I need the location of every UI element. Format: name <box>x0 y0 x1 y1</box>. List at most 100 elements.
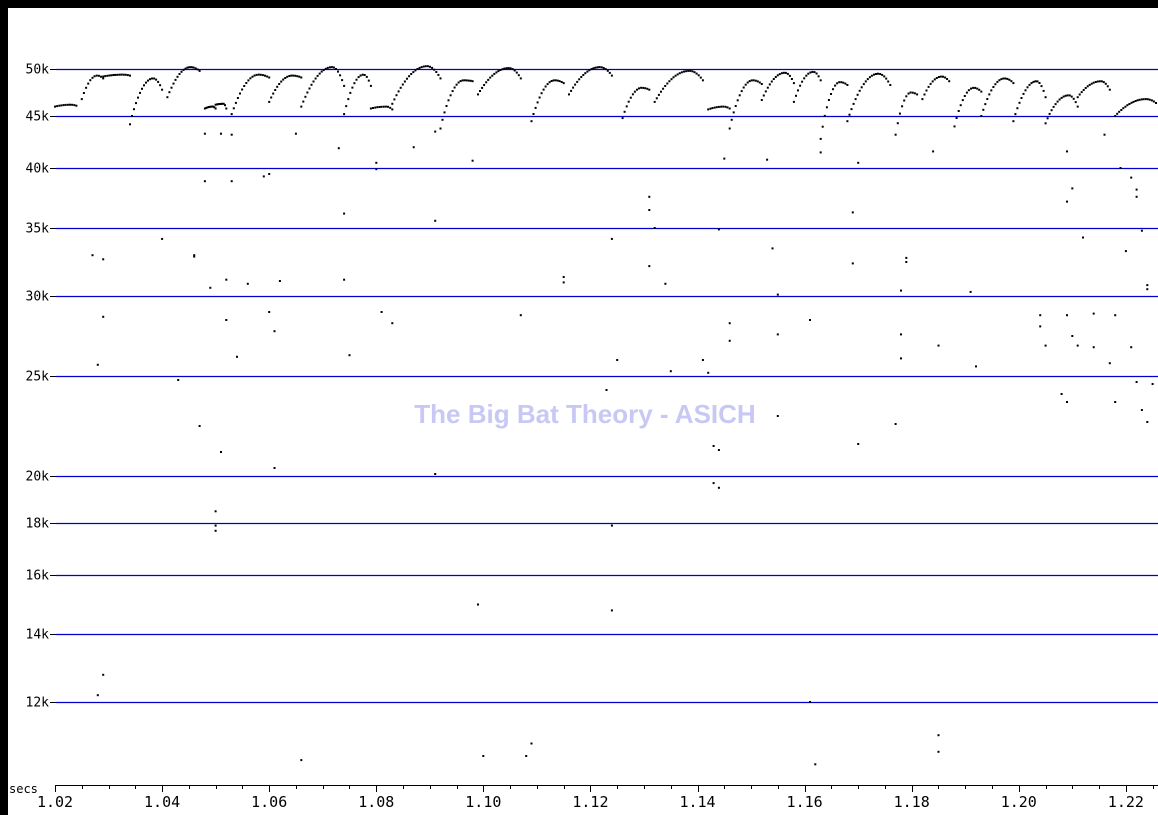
call-point <box>760 99 763 101</box>
call-point <box>699 76 702 79</box>
scatter-point <box>203 132 206 135</box>
call-point <box>1076 96 1079 99</box>
call-point <box>294 74 297 77</box>
call-point <box>247 79 250 82</box>
call-point <box>691 70 694 73</box>
call-point <box>137 96 139 99</box>
call-point <box>678 72 681 75</box>
call-point <box>695 72 698 75</box>
call-point <box>302 100 305 103</box>
call-point <box>168 91 171 94</box>
call-point <box>1052 105 1055 108</box>
scatter-point <box>1135 188 1138 191</box>
scatter-point <box>230 180 233 183</box>
scatter-point <box>648 209 651 211</box>
call-point <box>1098 80 1101 83</box>
scatter-point <box>230 133 233 136</box>
call-point <box>75 104 78 107</box>
call-point <box>1000 78 1003 81</box>
call-point <box>443 111 446 114</box>
call-point <box>239 92 241 95</box>
scatter-point <box>477 603 479 606</box>
scatter-point <box>1039 325 1042 328</box>
scatter-point <box>776 333 779 336</box>
call-point <box>894 133 897 136</box>
scatter-point <box>776 293 779 296</box>
call-point <box>811 70 814 73</box>
y-tick-label: 40k <box>26 162 50 177</box>
call-point <box>881 73 884 76</box>
call-point <box>1032 80 1035 83</box>
y-tick-label: 35k <box>26 222 50 237</box>
call-point <box>1132 100 1135 103</box>
call-point <box>848 113 851 116</box>
scatter-point <box>1071 335 1074 337</box>
call-point <box>868 76 871 79</box>
call-point <box>792 82 795 85</box>
call-point <box>610 74 613 77</box>
call-point <box>817 75 820 78</box>
call-point <box>905 95 908 98</box>
call-point <box>856 93 859 96</box>
call-point <box>1138 98 1141 101</box>
scatter-point <box>91 254 94 257</box>
call-point <box>944 76 947 79</box>
scatter-point <box>610 237 613 240</box>
call-point <box>426 65 429 68</box>
call-point <box>898 112 901 115</box>
call-point <box>972 86 975 89</box>
call-point <box>1136 99 1139 102</box>
scatter-point <box>1103 133 1106 136</box>
call-point <box>534 106 537 109</box>
call-point <box>532 113 535 115</box>
call-point <box>600 66 603 69</box>
call-point <box>590 68 593 71</box>
call-point <box>1006 77 1009 80</box>
call-point <box>266 75 269 78</box>
call-point <box>451 90 454 93</box>
call-point <box>986 98 989 100</box>
call-point <box>461 79 464 82</box>
call-point <box>178 73 181 75</box>
call-point <box>153 77 156 80</box>
call-point <box>901 105 904 108</box>
call-point <box>300 105 303 108</box>
call-point <box>560 81 563 83</box>
call-point <box>660 90 662 93</box>
scatter-point <box>225 278 228 281</box>
call-point <box>588 69 591 72</box>
call-point <box>840 81 843 84</box>
call-point <box>477 93 479 96</box>
scatter-point <box>712 445 715 447</box>
call-point <box>257 73 260 76</box>
call-point <box>1122 107 1125 110</box>
call-point <box>1008 78 1011 81</box>
scatter-point <box>1130 346 1133 349</box>
scatter-point <box>1140 229 1143 232</box>
scatter-point <box>809 319 811 321</box>
y-tick-label: 16k <box>26 569 50 584</box>
call-point <box>176 75 179 78</box>
call-point <box>469 79 472 82</box>
call-point <box>580 76 583 78</box>
call-point <box>80 98 83 101</box>
call-point <box>570 89 573 92</box>
scatter-point <box>610 609 613 612</box>
call-point <box>310 83 313 86</box>
call-point <box>638 87 640 90</box>
call-point <box>118 73 121 76</box>
call-point <box>1024 89 1027 92</box>
call-point <box>948 80 951 83</box>
call-point <box>214 103 217 106</box>
scatter-point <box>648 195 651 198</box>
scatter-point <box>717 449 720 451</box>
call-point <box>644 87 647 90</box>
call-point <box>213 106 216 109</box>
call-point <box>990 89 993 92</box>
call-point <box>320 70 323 73</box>
x-tick-label: 1.18 <box>894 793 930 811</box>
call-point <box>1028 83 1031 86</box>
call-point <box>1046 117 1049 120</box>
call-point <box>445 105 448 107</box>
call-point <box>1004 77 1007 80</box>
